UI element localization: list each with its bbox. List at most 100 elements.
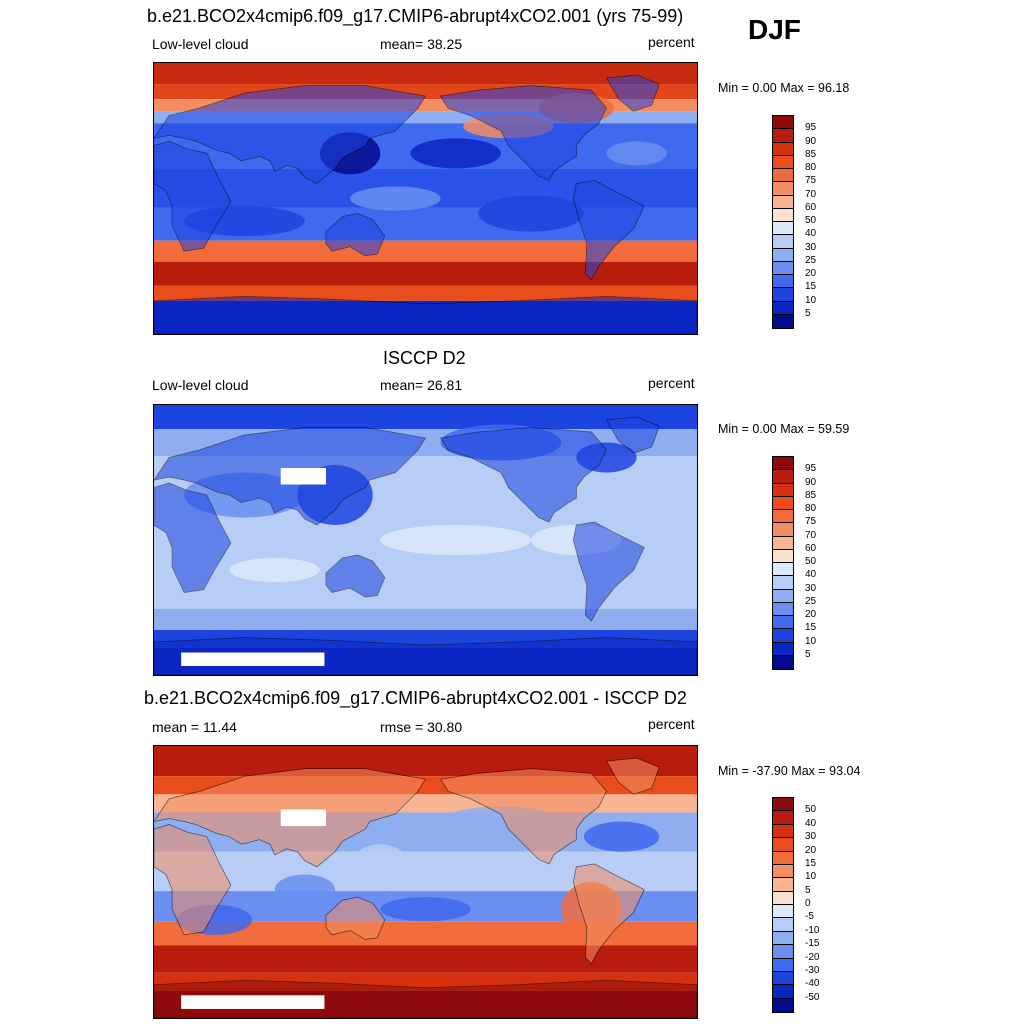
colorbar-swatch — [773, 998, 793, 1012]
colorbar-swatch — [773, 616, 793, 630]
panel-3-map — [153, 745, 698, 1019]
colorbar-tick-label: -40 — [805, 978, 820, 990]
colorbar-tick-label: 80 — [805, 503, 817, 514]
colorbar-swatch — [773, 576, 793, 590]
colorbar-tick-label: 10 — [805, 635, 817, 647]
panel-1-title: b.e21.BCO2x4cmip6.f09_g17.CMIP6-abrupt4x… — [147, 6, 684, 26]
colorbar-tick-label: -50 — [805, 991, 820, 1003]
colorbar-swatch — [773, 589, 793, 603]
colorbar-tick-label: 40 — [805, 817, 817, 829]
colorbar-tick-label: 90 — [805, 135, 817, 147]
colorbar-tick-label: 60 — [805, 201, 817, 213]
colorbar-swatch — [773, 798, 793, 812]
colorbar-tick-label: -10 — [805, 924, 820, 936]
colorbar-tick-label: 40 — [805, 228, 817, 240]
colorbar-swatch — [773, 182, 793, 196]
colorbar-tick-label: 70 — [805, 529, 817, 541]
colorbar-tick-label: 5 — [805, 307, 811, 319]
panel-2-mean-label: mean= 26.81 — [380, 377, 463, 393]
colorbar-tick-label: 50 — [805, 556, 817, 567]
colorbar-swatch — [773, 314, 793, 328]
colorbar-tick-label: 95 — [805, 463, 817, 475]
panel-3-title: b.e21.BCO2x4cmip6.f09_g17.CMIP6-abrupt4x… — [144, 688, 687, 708]
colorbar-tick-label: 20 — [805, 268, 817, 279]
colorbar-tick-label: 50 — [805, 804, 817, 816]
colorbar-swatch — [773, 811, 793, 825]
panel-2-units-label: percent — [648, 375, 695, 391]
colorbar-swatch — [773, 496, 793, 510]
season-label: DJF — [748, 14, 801, 45]
panel-3-colorbar — [772, 797, 794, 1013]
colorbar-swatch — [773, 864, 793, 879]
panel-3-rmse-label: rmse = 30.80 — [380, 719, 463, 735]
colorbar-tick-label: 5 — [805, 648, 811, 660]
colorbar-tick-label: -30 — [805, 964, 820, 976]
colorbar-swatch — [773, 208, 793, 222]
colorbar-tick-label: 80 — [805, 162, 817, 173]
colorbar-tick-label: 5 — [805, 884, 811, 896]
colorbar-tick-label: 30 — [805, 241, 817, 253]
colorbar-tick-label: 40 — [805, 569, 817, 581]
panel-1-variable-label: Low-level cloud — [152, 36, 249, 52]
colorbar-tick-label: 85 — [805, 489, 817, 501]
colorbar-swatch — [773, 222, 793, 236]
colorbar-swatch — [773, 536, 793, 550]
colorbar-swatch — [773, 155, 793, 169]
colorbar-tick-label: 60 — [805, 542, 817, 554]
colorbar-swatch — [773, 549, 793, 563]
colorbar-tick-label: 25 — [805, 254, 817, 266]
colorbar-tick-label: 0 — [805, 898, 811, 909]
colorbar-tick-label: 30 — [805, 831, 817, 843]
panel-2-colorbar — [772, 456, 794, 670]
panel-1-mean-label: mean= 38.25 — [380, 36, 463, 52]
colorbar-swatch — [773, 918, 793, 932]
colorbar-swatch — [773, 195, 793, 209]
colorbar-swatch — [773, 971, 793, 986]
colorbar-swatch — [773, 129, 793, 143]
colorbar-tick-label: 85 — [805, 148, 817, 160]
colorbar-swatch — [773, 235, 793, 249]
colorbar-swatch — [773, 655, 793, 669]
colorbar-swatch — [773, 457, 793, 471]
colorbar-swatch — [773, 470, 793, 484]
colorbar-tick-label: 50 — [805, 215, 817, 226]
colorbar-swatch — [773, 248, 793, 262]
colorbar-tick-label: 15 — [805, 857, 817, 869]
colorbar-tick-label: 20 — [805, 844, 817, 856]
colorbar-tick-label: -15 — [805, 938, 820, 950]
panel-2-map — [153, 404, 698, 676]
colorbar-swatch — [773, 142, 793, 156]
colorbar-swatch — [773, 824, 793, 839]
colorbar-tick-label: 25 — [805, 595, 817, 607]
colorbar-tick-label: 75 — [805, 516, 817, 528]
colorbar-swatch — [773, 169, 793, 183]
colorbar-swatch — [773, 958, 793, 972]
colorbar-tick-label: 10 — [805, 871, 817, 883]
panel-2-minmax: Min = 0.00 Max = 59.59 — [718, 422, 850, 436]
colorbar-tick-label: 70 — [805, 188, 817, 200]
colorbar-swatch — [773, 116, 793, 130]
colorbar-swatch — [773, 510, 793, 524]
panel-1-minmax: Min = 0.00 Max = 96.18 — [718, 81, 850, 95]
colorbar-swatch — [773, 301, 793, 315]
colorbar-swatch — [773, 523, 793, 537]
colorbar-swatch — [773, 945, 793, 959]
colorbar-swatch — [773, 483, 793, 497]
panel-1-colorbar — [772, 115, 794, 329]
colorbar-tick-label: 95 — [805, 122, 817, 134]
colorbar-tick-label: 20 — [805, 609, 817, 620]
colorbar-swatch — [773, 563, 793, 577]
colorbar-swatch — [773, 851, 793, 865]
colorbar-swatch — [773, 891, 793, 905]
colorbar-tick-label: -20 — [805, 951, 820, 963]
panel-3-minmax: Min = -37.90 Max = 93.04 — [718, 764, 861, 778]
colorbar-swatch — [773, 288, 793, 302]
panel-3-units-label: percent — [648, 716, 695, 732]
panel-3-mean-label: mean = 11.44 — [152, 719, 237, 735]
colorbar-tick-label: -5 — [805, 911, 814, 923]
panel-2-title: ISCCP D2 — [383, 348, 466, 368]
colorbar-swatch — [773, 629, 793, 643]
colorbar-tick-label: 10 — [805, 294, 817, 306]
colorbar-swatch — [773, 931, 793, 946]
colorbar-swatch — [773, 275, 793, 289]
